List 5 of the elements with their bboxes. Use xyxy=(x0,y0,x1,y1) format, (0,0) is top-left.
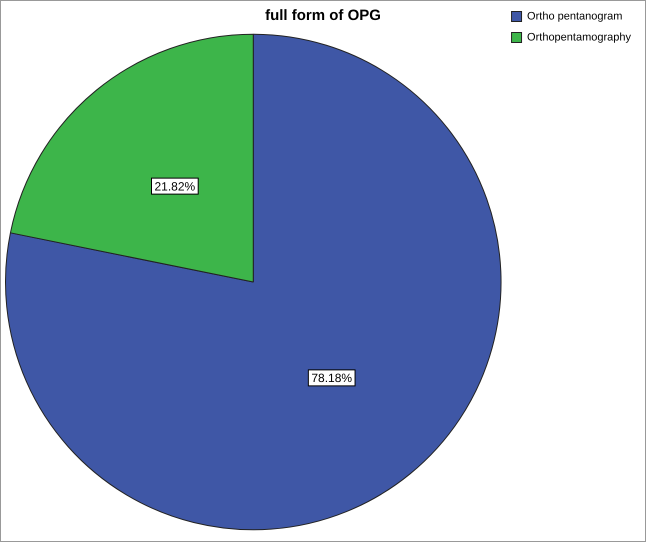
data-label: 78.18% xyxy=(311,371,352,386)
legend-label: Orthopentamography xyxy=(527,32,632,44)
chart-title: full form of OPG xyxy=(265,7,381,24)
legend-label: Ortho pentanogram xyxy=(527,10,622,23)
data-label: 21.82% xyxy=(154,179,196,194)
